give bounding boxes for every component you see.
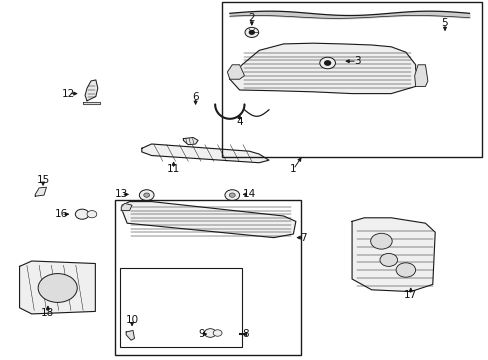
Text: 8: 8 (242, 329, 248, 339)
Circle shape (229, 193, 235, 197)
Circle shape (224, 190, 239, 201)
Circle shape (249, 31, 254, 34)
Text: 4: 4 (236, 117, 243, 127)
Text: 17: 17 (403, 290, 417, 300)
Text: 7: 7 (299, 233, 306, 243)
Text: 16: 16 (54, 209, 68, 219)
Text: 15: 15 (36, 175, 50, 185)
Circle shape (379, 253, 397, 266)
Text: 13: 13 (114, 189, 128, 199)
Polygon shape (35, 187, 46, 196)
Text: 9: 9 (198, 329, 204, 339)
Text: 12: 12 (61, 89, 75, 99)
Text: 18: 18 (41, 308, 55, 318)
Text: 3: 3 (353, 56, 360, 66)
Text: 10: 10 (125, 315, 138, 325)
Circle shape (143, 193, 149, 197)
Polygon shape (121, 203, 132, 211)
Text: 1: 1 (289, 164, 296, 174)
Text: 5: 5 (441, 18, 447, 28)
Text: 11: 11 (166, 164, 180, 174)
Polygon shape (83, 102, 100, 104)
Circle shape (204, 329, 216, 337)
Text: 6: 6 (192, 92, 199, 102)
Circle shape (370, 233, 391, 249)
Polygon shape (142, 144, 268, 163)
Text: 2: 2 (248, 13, 255, 23)
Bar (115, 200, 300, 355)
Bar (120, 268, 242, 347)
Circle shape (395, 263, 415, 277)
Polygon shape (126, 330, 134, 340)
Polygon shape (414, 65, 427, 86)
Text: 14: 14 (242, 189, 256, 199)
Circle shape (87, 211, 97, 218)
Bar (222, 2, 481, 157)
Circle shape (75, 209, 89, 219)
Polygon shape (229, 43, 415, 94)
Circle shape (139, 190, 154, 201)
Circle shape (244, 27, 258, 37)
Polygon shape (227, 65, 244, 79)
Polygon shape (85, 80, 98, 101)
Circle shape (319, 57, 335, 69)
Polygon shape (20, 261, 95, 314)
Circle shape (213, 330, 222, 336)
Circle shape (324, 61, 330, 65)
Polygon shape (122, 202, 295, 238)
Polygon shape (183, 138, 198, 145)
Polygon shape (351, 218, 434, 292)
Circle shape (38, 274, 77, 302)
